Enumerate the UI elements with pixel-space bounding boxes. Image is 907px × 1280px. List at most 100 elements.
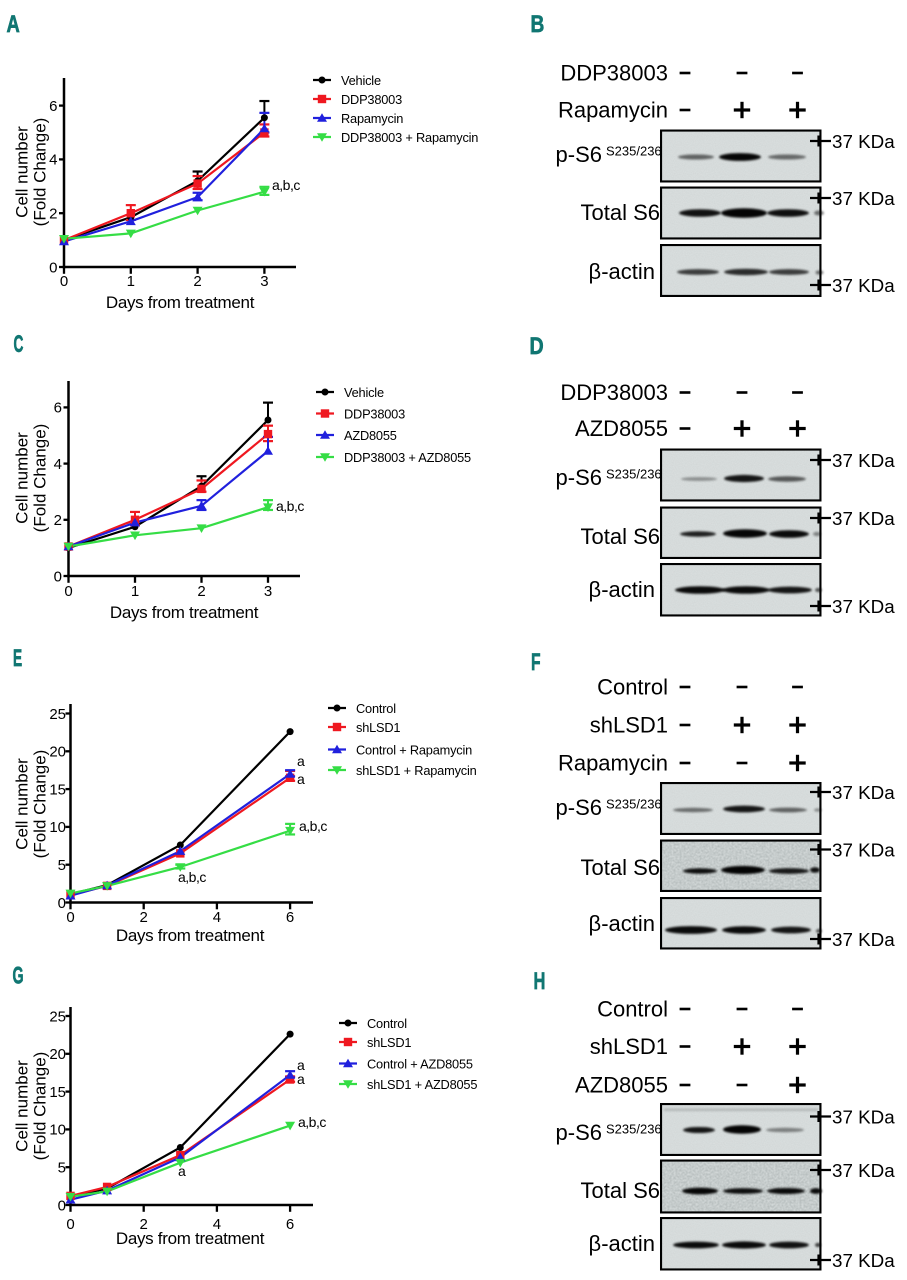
svg-text:37 KDa: 37 KDa — [832, 188, 895, 209]
svg-text:4: 4 — [54, 456, 62, 473]
svg-text:DDP38003: DDP38003 — [560, 61, 668, 86]
svg-text:Vehicle: Vehicle — [344, 385, 384, 400]
svg-text:0: 0 — [64, 583, 72, 600]
svg-text:2: 2 — [54, 512, 62, 529]
svg-text:25: 25 — [49, 706, 66, 723]
svg-text:Control + AZD8055: Control + AZD8055 — [367, 1056, 473, 1071]
svg-text:3: 3 — [260, 273, 268, 290]
svg-text:AZD8055: AZD8055 — [575, 1073, 668, 1098]
svg-text:10: 10 — [49, 1122, 66, 1139]
svg-text:Days from treatment: Days from treatment — [110, 603, 259, 622]
svg-text:A: A — [7, 9, 21, 37]
svg-text:37 KDa: 37 KDa — [832, 839, 895, 860]
svg-text:shLSD1: shLSD1 — [590, 1034, 668, 1059]
svg-text:0: 0 — [54, 568, 62, 585]
svg-text:a,b,c: a,b,c — [276, 498, 304, 514]
svg-text:3: 3 — [264, 583, 272, 600]
svg-text:DDP38003 + Rapamycin: DDP38003 + Rapamycin — [341, 130, 478, 145]
svg-text:37 KDa: 37 KDa — [832, 782, 895, 803]
svg-text:37 KDa: 37 KDa — [832, 1160, 895, 1181]
svg-text:2: 2 — [193, 273, 201, 290]
svg-text:20: 20 — [49, 1046, 66, 1063]
svg-text:shLSD1: shLSD1 — [367, 1035, 411, 1050]
svg-text:a: a — [178, 1163, 186, 1179]
svg-text:a,b,c: a,b,c — [178, 869, 206, 885]
svg-text:Cell number: Cell number — [13, 758, 32, 850]
svg-text:15: 15 — [49, 1084, 66, 1101]
svg-text:Cell number: Cell number — [13, 1060, 32, 1152]
svg-text:37 KDa: 37 KDa — [832, 508, 895, 529]
svg-text:4: 4 — [49, 152, 57, 169]
svg-text:shLSD1 + Rapamycin: shLSD1 + Rapamycin — [356, 763, 477, 778]
svg-text:β-actin: β-actin — [589, 1231, 655, 1256]
svg-text:4: 4 — [213, 1216, 221, 1233]
svg-text:2: 2 — [140, 1216, 148, 1233]
svg-text:a: a — [297, 771, 305, 787]
svg-text:37 KDa: 37 KDa — [832, 131, 895, 152]
svg-text:20: 20 — [49, 744, 66, 761]
svg-text:(Fold Change): (Fold Change) — [31, 118, 50, 227]
svg-text:a,b,c: a,b,c — [299, 818, 327, 834]
svg-text:Days from treatment: Days from treatment — [116, 926, 265, 945]
svg-text:0: 0 — [58, 895, 66, 912]
svg-text:(Fold Change): (Fold Change) — [31, 1052, 50, 1161]
svg-text:G: G — [13, 963, 24, 990]
svg-text:C: C — [14, 331, 24, 358]
svg-text:4: 4 — [213, 909, 221, 926]
svg-text:Control + Rapamycin: Control + Rapamycin — [356, 742, 472, 757]
svg-text:AZD8055: AZD8055 — [344, 428, 397, 443]
svg-text:37 KDa: 37 KDa — [832, 450, 895, 471]
svg-text:a: a — [297, 1071, 305, 1087]
svg-text:Days from treatment: Days from treatment — [116, 1229, 265, 1248]
svg-text:shLSD1: shLSD1 — [356, 720, 400, 735]
svg-text:DDP38003: DDP38003 — [560, 380, 668, 405]
svg-text:10: 10 — [49, 819, 66, 836]
svg-text:shLSD1: shLSD1 — [590, 713, 668, 738]
svg-text:S235/236: S235/236 — [606, 467, 662, 482]
svg-text:a,b,c: a,b,c — [298, 1114, 326, 1130]
svg-text:37 KDa: 37 KDa — [832, 275, 895, 296]
svg-text:Control: Control — [367, 1016, 407, 1031]
svg-text:2: 2 — [197, 583, 205, 600]
svg-text:Days from treatment: Days from treatment — [106, 293, 255, 312]
svg-text:0: 0 — [66, 909, 74, 926]
svg-text:β-actin: β-actin — [589, 577, 655, 602]
svg-text:(Fold Change): (Fold Change) — [31, 750, 50, 859]
svg-text:5: 5 — [58, 857, 66, 874]
svg-text:a: a — [297, 1057, 305, 1073]
svg-text:a: a — [297, 753, 305, 769]
svg-text:6: 6 — [286, 909, 294, 926]
svg-text:H: H — [534, 968, 546, 995]
svg-text:Rapamycin: Rapamycin — [341, 111, 403, 126]
svg-text:5: 5 — [58, 1160, 66, 1177]
svg-text:p-S6: p-S6 — [556, 142, 602, 167]
svg-text:Control: Control — [597, 997, 668, 1022]
svg-text:0: 0 — [58, 1197, 66, 1214]
svg-text:(Fold Change): (Fold Change) — [31, 424, 50, 533]
svg-text:E: E — [13, 645, 22, 672]
svg-text:p-S6: p-S6 — [556, 465, 602, 490]
svg-text:Rapamycin: Rapamycin — [558, 751, 668, 776]
svg-text:1: 1 — [127, 273, 135, 290]
svg-text:AZD8055: AZD8055 — [575, 416, 668, 441]
svg-text:0: 0 — [49, 259, 57, 276]
svg-text:2: 2 — [140, 909, 148, 926]
svg-text:1: 1 — [131, 583, 139, 600]
svg-text:Control: Control — [356, 701, 396, 716]
svg-text:Rapamycin: Rapamycin — [558, 98, 668, 123]
svg-text:6: 6 — [49, 98, 57, 115]
svg-text:S235/236: S235/236 — [606, 1122, 662, 1137]
svg-text:β-actin: β-actin — [589, 259, 655, 284]
svg-text:S235/236: S235/236 — [606, 144, 662, 159]
svg-text:0: 0 — [60, 273, 68, 290]
svg-text:0: 0 — [66, 1216, 74, 1233]
svg-text:Control: Control — [597, 675, 668, 700]
svg-text:D: D — [530, 332, 544, 360]
svg-text:6: 6 — [54, 400, 62, 417]
svg-text:37 KDa: 37 KDa — [832, 1250, 895, 1271]
svg-text:15: 15 — [49, 781, 66, 798]
svg-text:25: 25 — [49, 1008, 66, 1025]
svg-text:β-actin: β-actin — [589, 911, 655, 936]
svg-text:DDP38003: DDP38003 — [341, 92, 402, 107]
svg-text:F: F — [531, 649, 541, 676]
